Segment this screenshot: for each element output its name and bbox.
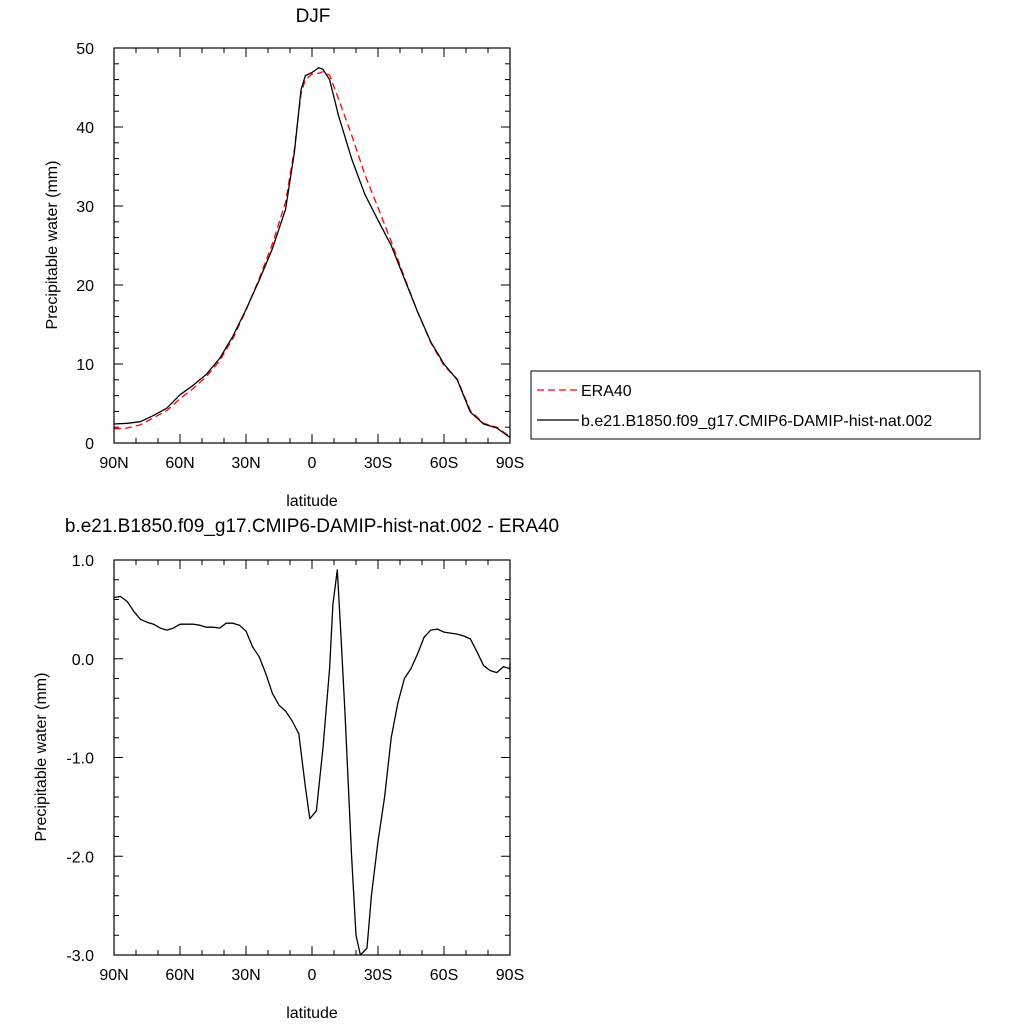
top-panel: DJF Precipitable water (mm) latitude 90N… — [44, 6, 524, 510]
y-tick-label: 20 — [76, 278, 94, 295]
x-tick-label: 60S — [430, 455, 458, 472]
bottom-plot-frame — [113, 559, 511, 956]
bottom-x-axis-label: latitude — [286, 1005, 338, 1022]
x-tick-label: 30N — [231, 455, 260, 472]
top-chart-title: DJF — [296, 6, 331, 27]
legend: ERA40 b.e21.B1850.f09_g17.CMIP6-DAMIP-hi… — [530, 370, 981, 440]
y-tick-label: -2.0 — [66, 849, 94, 866]
legend-box — [530, 370, 981, 440]
x-tick-label: 30S — [364, 967, 392, 984]
y-tick-label: 50 — [76, 41, 94, 58]
y-tick-label: -1.0 — [66, 751, 94, 768]
legend-label-model: b.e21.B1850.f09_g17.CMIP6-DAMIP-hist-nat… — [581, 413, 932, 430]
top-axis-ticks: 90N 60N 30N 0 30S 60S 90S 0 10 20 30 40 50 — [76, 41, 524, 472]
legend-label-era40: ERA40 — [581, 383, 632, 400]
bottom-panel: b.e21.B1850.f09_g17.CMIP6-DAMIP-hist-nat… — [33, 516, 559, 1022]
y-tick-label: 0 — [85, 436, 94, 453]
x-tick-label: 90S — [496, 455, 524, 472]
top-x-axis-label: latitude — [286, 493, 338, 510]
x-tick-label: 0 — [308, 967, 317, 984]
x-tick-label: 30N — [231, 967, 260, 984]
x-tick-label: 0 — [308, 455, 317, 472]
bottom-chart-title: b.e21.B1850.f09_g17.CMIP6-DAMIP-hist-nat… — [65, 516, 559, 537]
y-tick-label: 1.0 — [72, 553, 94, 570]
y-tick-label: 10 — [76, 357, 94, 374]
top-series-lines — [113, 67, 511, 439]
top-series-line-0 — [113, 71, 511, 438]
top-plot-frame — [113, 47, 511, 444]
y-tick-label: 30 — [76, 199, 94, 216]
x-tick-label: 60N — [165, 455, 194, 472]
y-tick-label: 40 — [76, 120, 94, 137]
x-tick-label: 60S — [430, 967, 458, 984]
y-tick-label: 0.0 — [72, 652, 94, 669]
top-y-axis-label: Precipitable water (mm) — [44, 161, 61, 330]
x-tick-label: 30S — [364, 455, 392, 472]
top-series-line-1 — [113, 67, 511, 439]
x-tick-label: 60N — [165, 967, 194, 984]
y-tick-label: -3.0 — [66, 948, 94, 965]
bottom-series-line-0 — [113, 569, 511, 956]
bottom-y-axis-label: Precipitable water (mm) — [33, 673, 50, 842]
bottom-series-lines — [113, 569, 511, 956]
x-tick-label: 90N — [99, 455, 128, 472]
x-tick-label: 90S — [496, 967, 524, 984]
x-tick-label: 90N — [99, 967, 128, 984]
bottom-axis-ticks: 90N 60N 30N 0 30S 60S 90S 1.0 0.0 -1.0 -2.0 -3.0 — [66, 553, 524, 984]
